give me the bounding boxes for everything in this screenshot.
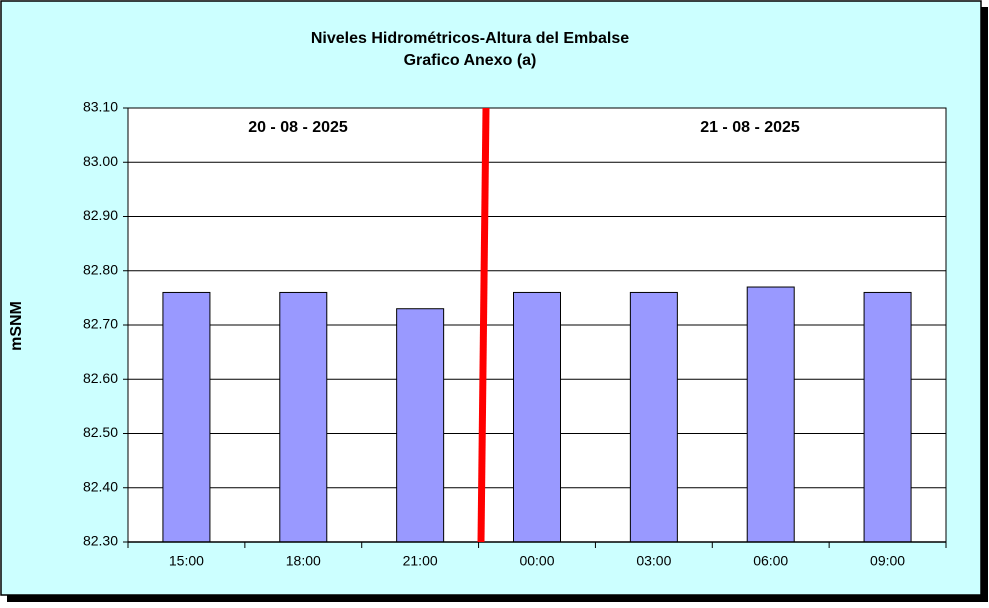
bar [746, 286, 795, 543]
y-tick-label: 82.60 [83, 370, 118, 386]
x-tick-label: 06:00 [753, 553, 788, 569]
y-axis-label: mSNM [8, 301, 25, 351]
y-tick-label: 82.30 [83, 533, 118, 549]
y-tick-label: 83.00 [83, 153, 118, 169]
bar [396, 308, 445, 543]
bar [863, 291, 912, 543]
y-tick-label: 82.40 [83, 478, 118, 494]
y-tick-label: 82.50 [83, 424, 118, 440]
x-tick-label: 03:00 [636, 553, 671, 569]
day-divider [477, 107, 490, 543]
date-annotation: 21 - 08 - 2025 [700, 119, 800, 136]
bar [162, 291, 211, 543]
date-annotation: 20 - 08 - 2025 [248, 119, 348, 136]
y-tick-label: 82.80 [83, 261, 118, 277]
y-tick-label: 83.10 [83, 99, 118, 115]
x-tick-label: 15:00 [169, 553, 204, 569]
bar [629, 291, 678, 543]
chart-title: Niveles Hidrométricos-Altura del Embalse [311, 30, 629, 47]
x-tick-label: 09:00 [870, 553, 905, 569]
y-tick-label: 82.70 [83, 316, 118, 332]
x-tick-label: 00:00 [519, 553, 554, 569]
y-tick-label: 82.90 [83, 207, 118, 223]
x-tick-label: 21:00 [403, 553, 438, 569]
bar [279, 291, 328, 543]
bar [513, 291, 561, 543]
x-tick-label: 18:00 [286, 553, 321, 569]
chart-subtitle: Grafico Anexo (a) [404, 52, 537, 69]
